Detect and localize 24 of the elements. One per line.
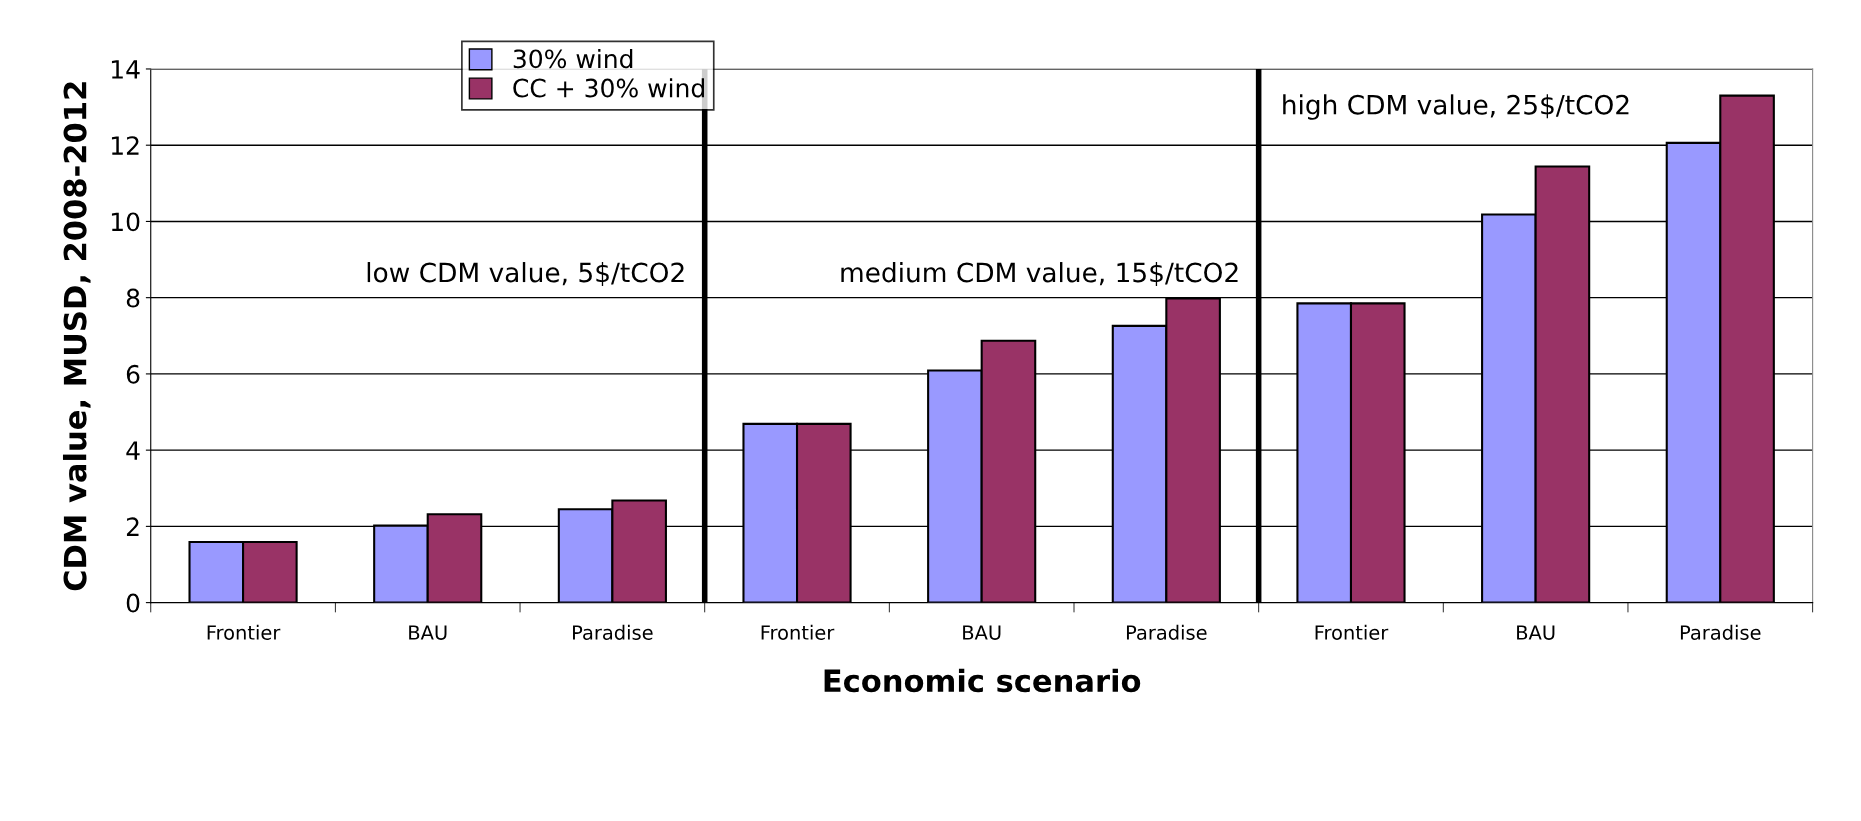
legend-label: CC + 30% wind	[513, 78, 704, 98]
annotation: high CDM value, 25$/tCO2	[1283, 94, 1629, 120]
x-tick-label: BAU	[963, 625, 1001, 640]
x-tick-label: Frontier	[1315, 624, 1389, 640]
x-tick-label: BAU	[409, 625, 447, 640]
y-axis-title: CDM value, MUSD, 2008-2012	[62, 82, 91, 591]
y-tick-label: 2	[126, 517, 139, 536]
y-tick-label: 8	[126, 288, 140, 308]
x-tick-label: Paradise	[573, 624, 653, 640]
y-tick-label: 10	[111, 212, 140, 232]
x-tick-label: Paradise	[1126, 624, 1207, 640]
legend-label: 30% wind	[513, 48, 633, 69]
y-tick-label: 12	[111, 136, 139, 155]
x-axis-title: Economic scenario	[824, 668, 1141, 693]
y-tick-label: 14	[111, 60, 140, 79]
y-tick-label: 0	[126, 593, 140, 613]
x-tick-label: Frontier	[207, 624, 281, 640]
annotation: low CDM value, 5$/tCO2	[367, 262, 684, 286]
x-tick-label: Paradise	[1680, 624, 1761, 640]
y-tick-label: 4	[126, 441, 140, 460]
x-tick-label: BAU	[1517, 625, 1555, 640]
y-tick-label: 6	[126, 364, 140, 384]
x-tick-label: Frontier	[761, 624, 835, 640]
annotation: medium CDM value, 15$/tCO2	[841, 262, 1238, 286]
